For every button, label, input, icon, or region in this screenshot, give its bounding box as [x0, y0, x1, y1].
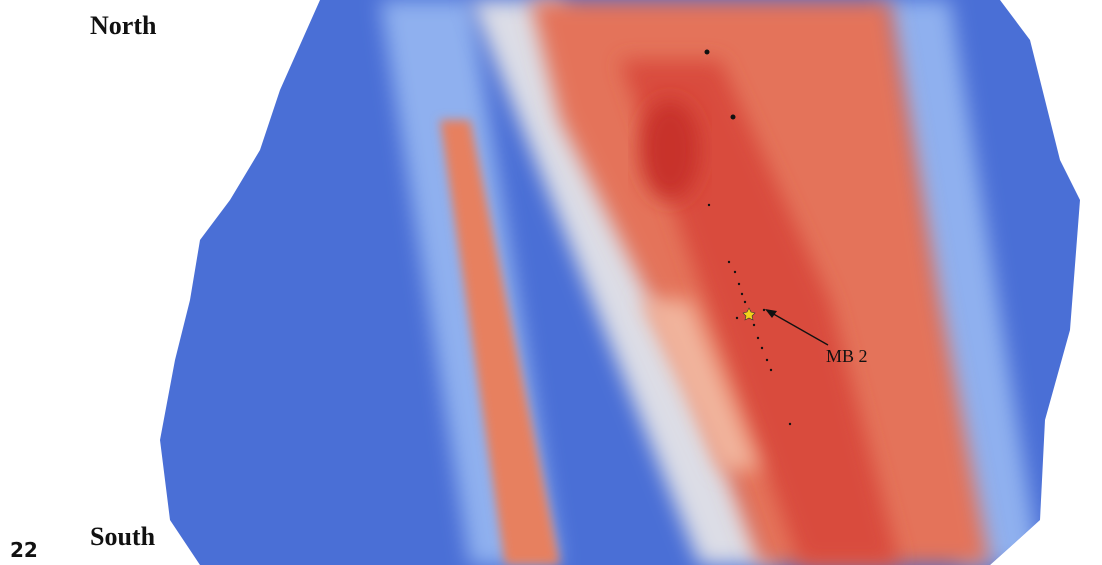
north-label: North: [90, 11, 157, 40]
map-figure: MB 2 North South 22: [0, 0, 1102, 565]
marker-label: MB 2: [826, 346, 868, 366]
south-label: South: [90, 522, 156, 551]
red-core: [640, 100, 700, 200]
page: MB 2 North South 22 (() => { const data …: [0, 0, 1102, 565]
page-number: 22: [10, 538, 38, 562]
field: [150, 0, 1090, 565]
